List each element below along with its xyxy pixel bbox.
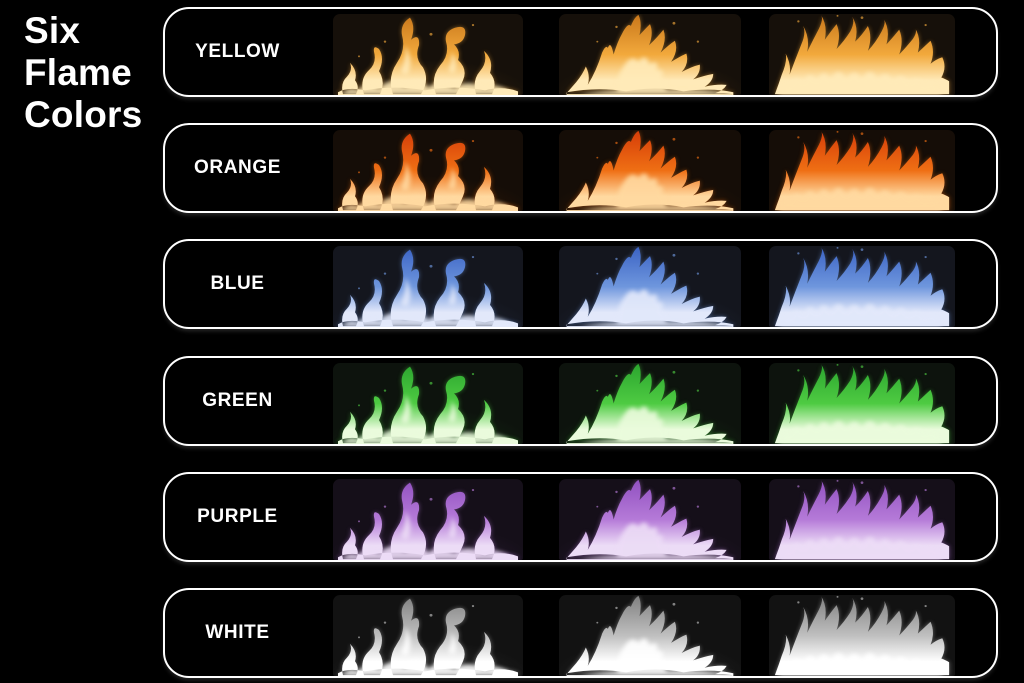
flame-color-label: PURPLE [197,505,278,527]
spark-dots [358,372,475,406]
spark-dots [596,602,700,624]
flame-row-orange: ORANGE [163,123,998,214]
mound-flames-image [565,363,735,444]
flame-row-purple: PURPLE [163,471,998,562]
flame-photo-right [769,594,955,676]
flame-color-label: ORANGE [194,157,281,179]
spark-dots [596,486,700,508]
title-line-1: Six [24,10,81,51]
spark-dots [358,256,475,290]
dancing-flames-image [338,17,518,95]
flame-row-blue: BLUE [163,239,998,330]
flame-photo-middle [559,246,741,328]
flame-color-label: WHITE [205,621,270,643]
flame-photo-right [769,130,955,212]
flame-photo-middle [559,594,741,676]
mound-flames-image [565,479,735,560]
spark-dots [797,14,927,27]
title-line-2: Flame [24,52,132,93]
spark-dots [797,247,927,259]
flame-row-green: GREEN [163,355,998,446]
spark-dots [797,131,927,143]
spark-dots [596,370,700,392]
dancing-flames-image [338,598,518,676]
flame-photo-left [333,362,523,444]
flame-photo-right [769,14,955,95]
spark-dots [797,363,927,375]
flame-row-yellow: YELLOW [163,7,998,97]
spark-dots [358,488,475,523]
spark-dots [797,595,927,608]
arch-flames-image [774,14,950,95]
mound-flames-image [565,131,735,212]
flame-photo-middle [559,130,741,212]
flame-color-label: GREEN [202,389,273,411]
dancing-flames-image [338,250,518,328]
flame-photo-right [769,478,955,560]
flame-photo-middle [559,362,741,444]
spark-dots [358,23,475,58]
flame-color-label: BLUE [210,273,265,295]
flame-photo-right [769,362,955,444]
spark-dots [596,21,700,43]
arch-flames-image [774,131,950,211]
spark-dots [596,138,700,159]
flame-photo-middle [559,14,741,95]
arch-flames-image [774,479,950,559]
flame-color-label: YELLOW [195,41,280,62]
dancing-flames-image [338,133,518,212]
spark-dots [596,254,700,276]
mound-flames-image [565,14,735,95]
flame-row-white: WHITE [163,587,998,678]
flame-rows: YELLOW [163,0,998,683]
arch-flames-image [774,595,950,676]
flame-photo-left [333,130,523,212]
mound-flames-image [565,595,735,676]
flame-photo-left [333,14,523,95]
flame-photo-left [333,594,523,676]
mound-flames-image [565,247,735,328]
title-line-3: Colors [24,94,143,135]
dancing-flames-image [338,482,518,560]
flame-photo-left [333,478,523,560]
flame-photo-middle [559,478,741,560]
page-title: Six Flame Colors [24,10,142,136]
arch-flames-image [774,247,950,327]
spark-dots [358,604,475,639]
arch-flames-image [774,363,950,443]
flame-photo-right [769,246,955,328]
dancing-flames-image [338,366,518,444]
spark-dots [797,479,927,491]
spark-dots [358,140,475,174]
flame-photo-left [333,246,523,328]
